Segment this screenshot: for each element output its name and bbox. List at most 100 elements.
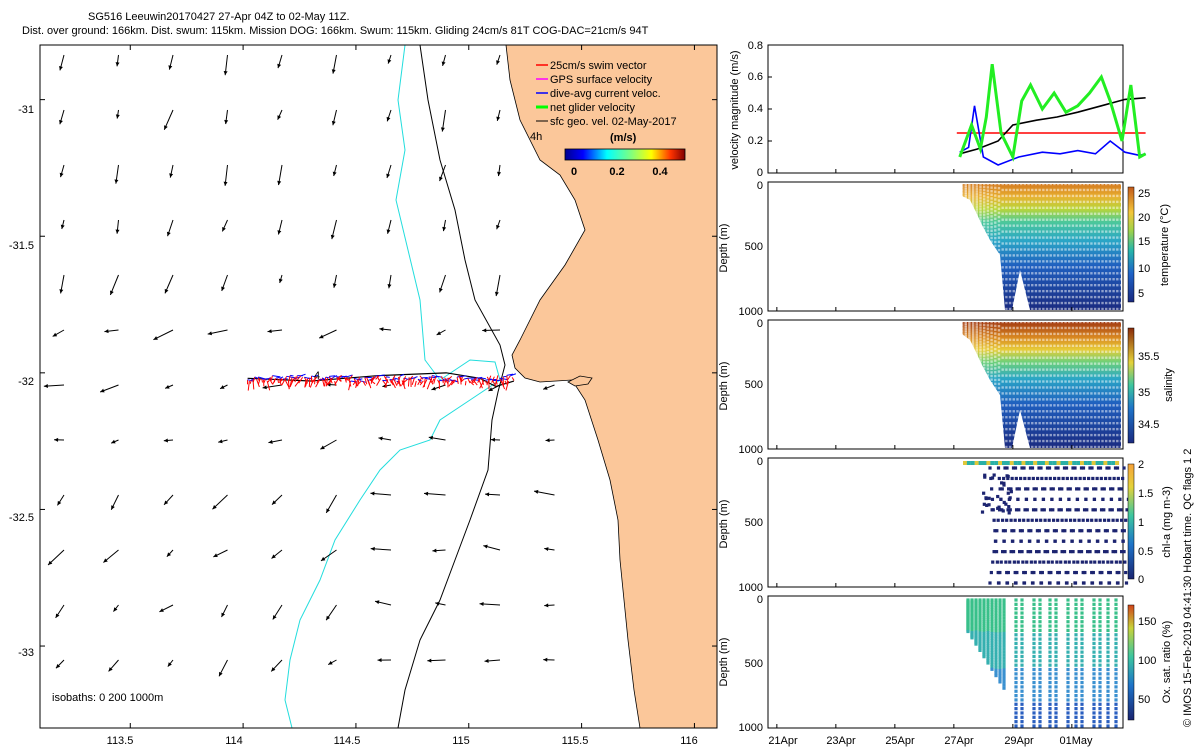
oxygen-frame [767,595,1124,729]
temperature-ylabel: Depth (m) [718,224,730,273]
profile-dot [990,193,993,197]
oxygen-dot [1074,680,1078,685]
profile-dot [1045,368,1049,371]
profile-dot [1079,356,1082,359]
profile-dot [1056,254,1060,257]
swim-vector [316,379,320,384]
profile-dot [997,199,1001,202]
temperature-dots [960,182,1123,311]
profile-dot [1090,301,1093,305]
chla-dot [1091,476,1095,481]
profile-dot [1108,398,1112,401]
legend-label-net: net glider velocity [550,102,635,114]
oxygen-dot [1074,711,1078,715]
oxygen-dot [1038,633,1042,637]
current-arrow-head [379,327,384,332]
temperature-cb-tick: 15 [1138,236,1150,248]
profile-dot [1042,212,1045,215]
profile-dot [1053,206,1056,210]
chla-surface-dot [1095,461,1100,465]
profile-dot [1005,320,1008,324]
profile-dot [960,329,964,333]
profile-dot [1049,433,1052,437]
profile-dot [994,401,997,405]
profile-dot [1012,398,1015,401]
profile-dot [1012,206,1015,210]
profile-dot [1005,307,1008,311]
profile-dot [1056,182,1060,186]
profile-dot [1097,427,1101,431]
chla-dot [1122,466,1126,470]
profile-dot [1112,368,1115,371]
map-y-tick: -33 [18,647,34,659]
chla-dot [1007,505,1011,509]
velocity-series-line [959,97,1146,155]
profile-dot [960,182,964,186]
profile-dot [1060,356,1064,359]
chla-dot [1017,550,1022,554]
profile-dot [982,182,986,186]
profile-dot [1034,356,1038,359]
profile-dot [1042,326,1045,330]
profile-dot [1049,283,1052,287]
chla-dot [1006,570,1010,575]
profile-dot [1097,386,1101,389]
profile-dot [1034,374,1038,377]
profile-dot [1112,182,1115,186]
profile-dot [1090,338,1093,342]
profile-dot [1112,433,1115,437]
profile-dot [1086,236,1089,239]
profile-dot [1053,421,1056,425]
profile-dot [986,232,990,236]
chla-dot [1078,539,1083,543]
oxygen-dot [1098,620,1102,624]
profile-dot [1086,374,1089,377]
profile-dot [1019,194,1023,198]
swim-vector [364,377,368,385]
profile-dot [1023,182,1027,186]
profile-dot [1001,320,1004,324]
profile-dot [1064,194,1067,198]
oxygen-dot [986,628,990,633]
chla-dot [1125,508,1129,512]
profile-dot [997,232,1001,235]
current-arrow-head [543,657,548,662]
profile-dot [1105,386,1108,389]
profile-dot [990,222,993,225]
profile-dot [1093,272,1097,275]
velocity-y-tick: 0.2 [748,135,763,147]
chla-dot [993,529,997,533]
oxygen-dot [990,612,994,616]
profile-dot [986,206,990,209]
profile-dot [979,337,982,341]
profile-dot [1116,439,1119,443]
profile-dot [997,333,1001,336]
profile-dot [1116,326,1119,330]
map-x-tick: 115.5 [562,735,589,747]
profile-dot [1075,404,1078,407]
profile-dot [1082,332,1086,336]
current-vector [329,375,336,377]
chla-surface-dot [1103,461,1108,465]
current-arrow-head [43,384,48,389]
profile-dot [1119,283,1123,287]
profile-dot [968,188,971,192]
profile-dot [1019,272,1023,275]
profile-dot [1027,320,1030,324]
profile-dot [1079,260,1082,263]
chla-dot [992,473,996,477]
profile-dot [1090,344,1093,348]
profile-dot [1012,320,1015,324]
oxygen-dot [990,622,994,626]
profile-dot [1056,362,1060,365]
profile-dot [1012,236,1015,239]
chla-dot [1000,487,1004,491]
current-arrow-head [436,331,442,335]
profile-dot [1101,362,1104,365]
oxygen-dot [1014,646,1018,650]
profile-dot [1071,283,1075,287]
profile-dot [1116,218,1119,221]
profile-dot [1001,356,1004,359]
oxygen-dot [1048,624,1052,628]
oxygen-dot [1020,633,1024,637]
